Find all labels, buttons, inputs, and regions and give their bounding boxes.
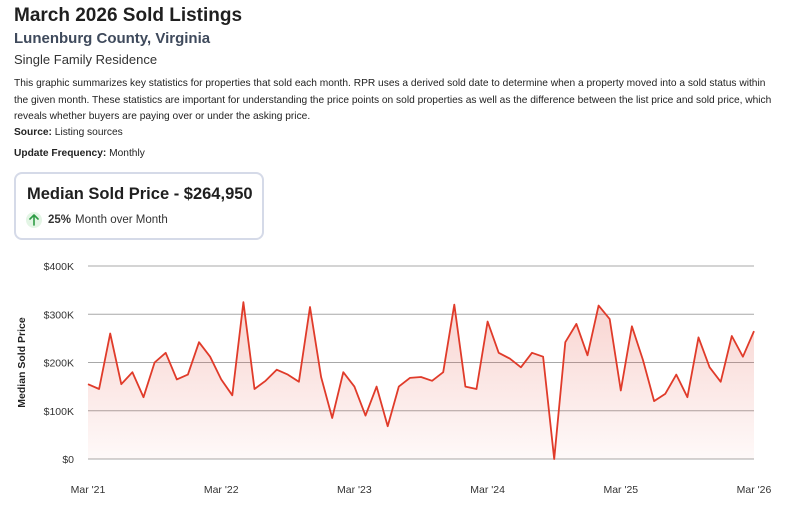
data-point — [265, 380, 267, 382]
data-point — [198, 341, 200, 343]
arrow-up-icon — [26, 212, 42, 228]
source-line: Source: Listing sources — [14, 127, 123, 138]
data-point — [209, 356, 211, 358]
data-point — [464, 386, 466, 388]
data-point — [254, 388, 256, 390]
data-point — [87, 383, 89, 385]
x-tick-label: Mar '26 — [737, 484, 772, 496]
data-point — [575, 323, 577, 325]
data-point — [320, 376, 322, 378]
data-point — [476, 388, 478, 390]
series-line — [87, 301, 755, 460]
card-title: Median Sold Price - $264,950 — [27, 185, 253, 203]
y-tick-label: $0 — [62, 454, 74, 466]
price-chart: $0 $100K $200K $300K $400K Mar '21 Mar '22 Mar … — [16, 261, 772, 496]
data-point — [420, 376, 422, 378]
data-point — [431, 380, 433, 382]
x-tick-label: Mar '25 — [603, 484, 638, 496]
data-point — [220, 378, 222, 380]
data-point — [231, 394, 233, 396]
data-point — [276, 369, 278, 371]
data-point — [165, 352, 167, 354]
description: This graphic summarizes key statistics f… — [14, 78, 772, 122]
data-point — [109, 333, 111, 335]
data-point — [564, 341, 566, 343]
data-point — [154, 362, 156, 364]
data-point — [353, 386, 355, 388]
property-type: Single Family Residence — [14, 52, 158, 67]
source-label: Source: — [14, 127, 52, 138]
data-point — [731, 335, 733, 337]
data-point — [176, 378, 178, 380]
area-fill — [88, 302, 754, 459]
y-tick-label: $100K — [44, 406, 74, 418]
data-point — [365, 415, 367, 417]
data-point — [187, 374, 189, 376]
data-point — [453, 304, 455, 306]
data-point — [553, 458, 555, 460]
data-point — [675, 374, 677, 376]
data-point — [720, 381, 722, 383]
y-tick-label: $400K — [44, 261, 74, 273]
data-point — [609, 318, 611, 320]
y-axis-label: Median Sold Price — [16, 317, 28, 408]
data-point — [298, 381, 300, 383]
frequency-label: Update Frequency: — [14, 148, 107, 159]
data-point — [698, 336, 700, 338]
data-point — [709, 366, 711, 368]
data-point — [587, 354, 589, 356]
frequency-line: Update Frequency: Monthly — [14, 148, 145, 159]
y-tick-label: $300K — [44, 309, 74, 321]
data-point — [242, 301, 244, 303]
data-point — [498, 352, 500, 354]
x-tick-label: Mar '21 — [71, 484, 106, 496]
x-tick-label: Mar '24 — [470, 484, 505, 496]
data-point — [287, 374, 289, 376]
data-point — [309, 306, 311, 308]
data-point — [598, 305, 600, 307]
median-price-card: Median Sold Price - $264,950 25% Month o… — [14, 172, 264, 240]
data-point — [409, 377, 411, 379]
data-point — [520, 366, 522, 368]
data-point — [120, 383, 122, 385]
change-text: Month over Month — [75, 214, 168, 226]
change-percent: 25% — [48, 214, 72, 226]
y-tick-label: $200K — [44, 358, 74, 370]
x-tick-label: Mar '23 — [337, 484, 372, 496]
data-point — [98, 388, 100, 390]
data-point — [653, 400, 655, 402]
data-point — [442, 371, 444, 373]
data-point — [686, 396, 688, 398]
page-title: March 2026 Sold Listings — [14, 5, 243, 26]
data-point — [542, 356, 544, 358]
data-point — [131, 371, 133, 373]
data-point — [742, 356, 744, 358]
change-row: 25% Month over Month — [26, 212, 168, 228]
data-point — [342, 371, 344, 373]
x-tick-label: Mar '22 — [204, 484, 239, 496]
data-point — [387, 425, 389, 427]
data-point — [642, 359, 644, 361]
data-point — [331, 417, 333, 419]
frequency-value: Monthly — [109, 148, 145, 159]
data-point — [620, 390, 622, 392]
data-point — [753, 330, 755, 332]
data-point — [631, 325, 633, 327]
data-point — [509, 358, 511, 360]
data-point — [487, 321, 489, 323]
data-point — [531, 352, 533, 354]
data-point — [143, 396, 145, 398]
data-point — [398, 386, 400, 388]
location-subtitle: Lunenburg County, Virginia — [14, 30, 211, 47]
data-point — [664, 393, 666, 395]
data-point — [376, 386, 378, 388]
source-value: Listing sources — [54, 127, 123, 138]
